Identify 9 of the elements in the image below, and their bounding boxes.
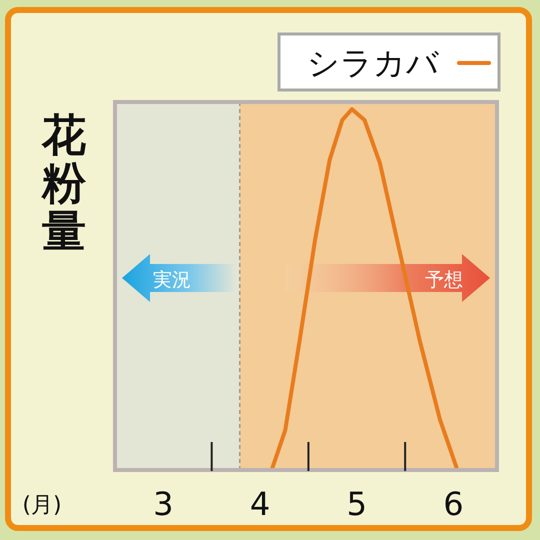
x-axis-title: (月) (22, 493, 62, 518)
y-axis-title: 花粉量 (41, 110, 87, 257)
x-tick-label: 4 (250, 485, 270, 523)
x-tick-label: 3 (153, 485, 174, 523)
legend-label: シラカバ (307, 44, 439, 82)
annotation: 実況 (153, 269, 191, 291)
x-tick-label: 5 (346, 485, 367, 523)
annotation: 予想 (425, 269, 463, 291)
x-tick-label: 6 (443, 485, 464, 523)
